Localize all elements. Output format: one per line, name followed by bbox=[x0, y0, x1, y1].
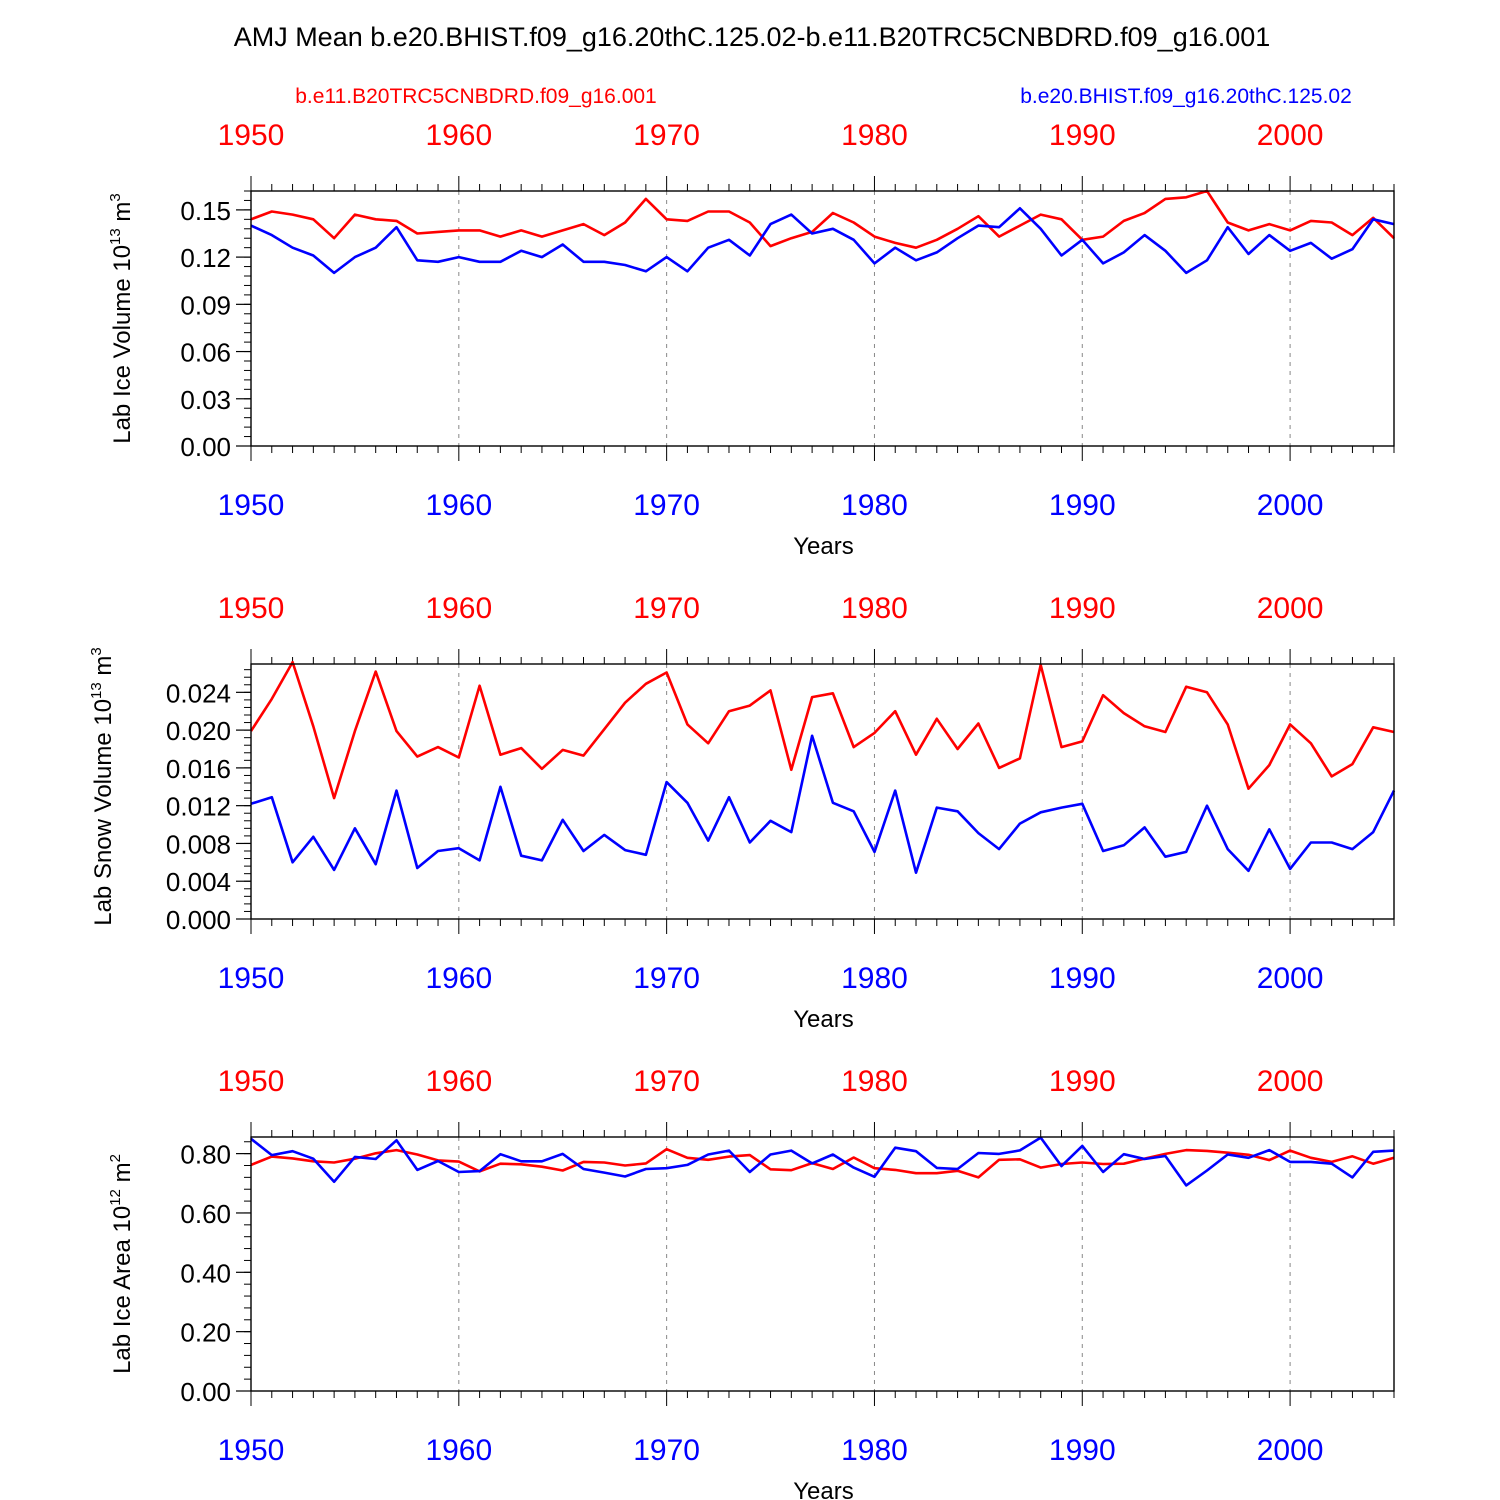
series-line-red bbox=[249, 660, 1395, 800]
x-bottom-tick-label: 1960 bbox=[425, 1434, 492, 1467]
panels: 0.00 0.03 0.06 0.09 0.12 0.15 1950 1950 1960 1960… bbox=[88, 119, 1396, 1500]
x-top-tick-label: 1950 bbox=[218, 1065, 285, 1098]
plot-frame bbox=[250, 1136, 1395, 1392]
y-axis-label: Lab Ice Volume 1013 m3 bbox=[107, 193, 136, 444]
y-axis-label-superscript: 13 bbox=[88, 682, 105, 699]
x-top-tick-label: 1960 bbox=[425, 1065, 492, 1098]
y-tick-label: 0.60 bbox=[180, 1199, 231, 1229]
y-tick-label: 0.15 bbox=[180, 196, 231, 226]
y-axis-label: Lab Ice Area 1012 m2 bbox=[107, 1154, 136, 1374]
y-axis-label-superscript: 12 bbox=[107, 1189, 124, 1206]
x-top-tick-label: 1960 bbox=[425, 592, 492, 625]
y-axis-label: Lab Snow Volume 1013 m3 bbox=[88, 647, 117, 926]
x-top-tick-label: 1950 bbox=[218, 119, 285, 152]
y-tick-label: 0.004 bbox=[166, 867, 231, 897]
x-axis-label: Years bbox=[793, 533, 854, 560]
figure-title: AMJ Mean b.e20.BHIST.f09_g16.20thC.125.0… bbox=[234, 22, 1271, 52]
y-tick-label: 0.12 bbox=[180, 243, 231, 273]
x-bottom-tick-label: 2000 bbox=[1257, 1434, 1324, 1467]
x-top-tick-label: 1950 bbox=[218, 592, 285, 625]
x-top-tick-label: 1970 bbox=[633, 119, 700, 152]
y-axis-label-superscript: 13 bbox=[107, 228, 124, 245]
y-tick-label: 0.020 bbox=[166, 716, 231, 746]
y-axis-label-superscript: 3 bbox=[107, 193, 124, 201]
x-axis-label: Years bbox=[793, 1478, 854, 1500]
series-line-blue bbox=[250, 207, 1395, 275]
x-top-tick-label: 1980 bbox=[841, 592, 908, 625]
series-line-red bbox=[250, 189, 1395, 249]
y-tick-label: 0.024 bbox=[166, 678, 231, 708]
x-bottom-tick-label: 1980 bbox=[841, 489, 908, 522]
x-bottom-tick-label: 1970 bbox=[633, 962, 700, 995]
y-tick-label: 0.06 bbox=[180, 338, 231, 368]
x-bottom-tick-label: 1980 bbox=[841, 1434, 908, 1467]
y-axis-label-superscript: 3 bbox=[88, 647, 105, 655]
x-bottom-tick-label: 1950 bbox=[218, 962, 285, 995]
y-tick-label: 0.09 bbox=[180, 290, 231, 320]
plot-frame bbox=[250, 190, 1395, 447]
y-axis-label-text: Lab Ice Area 10 bbox=[109, 1206, 136, 1374]
x-bottom-tick-label: 1960 bbox=[425, 962, 492, 995]
plot-frame bbox=[250, 663, 1395, 920]
y-tick-label: 0.016 bbox=[166, 754, 231, 784]
x-bottom-tick-label: 2000 bbox=[1257, 962, 1324, 995]
y-axis-label-text: Lab Ice Volume 10 bbox=[109, 245, 136, 444]
x-top-tick-label: 1990 bbox=[1049, 1065, 1116, 1098]
chart-panel-1: 0.00 0.03 0.06 0.09 0.12 0.15 1950 1950 1960 1960… bbox=[107, 119, 1395, 560]
series-line-blue bbox=[250, 1136, 1395, 1187]
series-line-red bbox=[250, 1147, 1395, 1179]
x-top-tick-label: 2000 bbox=[1257, 592, 1324, 625]
x-bottom-tick-label: 1990 bbox=[1049, 489, 1116, 522]
x-top-tick-label: 1960 bbox=[425, 119, 492, 152]
y-tick-label: 0.008 bbox=[166, 829, 231, 859]
x-bottom-tick-label: 1990 bbox=[1049, 1434, 1116, 1467]
y-axis-label-text: m bbox=[90, 656, 117, 683]
chart-panel-2: 0.000 0.004 0.008 0.012 0.016 0.020 0.024 1950 1… bbox=[88, 592, 1396, 1033]
x-top-tick-label: 2000 bbox=[1257, 1065, 1324, 1098]
y-tick-label: 0.20 bbox=[180, 1318, 231, 1348]
x-bottom-tick-label: 1970 bbox=[633, 1434, 700, 1467]
legend-left: b.e11.B20TRC5CNBDRD.f09_g16.001 bbox=[295, 85, 656, 108]
y-tick-label: 0.012 bbox=[166, 792, 231, 822]
x-bottom-tick-label: 1960 bbox=[425, 489, 492, 522]
x-top-tick-label: 1990 bbox=[1049, 592, 1116, 625]
x-top-tick-label: 1980 bbox=[841, 1065, 908, 1098]
chart-panel-3: 0.00 0.20 0.40 0.60 0.80 1950 1950 1960 1960 1970… bbox=[107, 1065, 1395, 1500]
y-axis-label-text: m bbox=[109, 1162, 136, 1189]
y-tick-label: 0.03 bbox=[180, 385, 231, 415]
x-top-tick-label: 1970 bbox=[633, 592, 700, 625]
x-top-tick-label: 1980 bbox=[841, 119, 908, 152]
x-bottom-tick-label: 1990 bbox=[1049, 962, 1116, 995]
x-axis-label: Years bbox=[793, 1006, 854, 1033]
y-axis-label-text: Lab Snow Volume 10 bbox=[90, 699, 117, 926]
x-top-tick-label: 1990 bbox=[1049, 119, 1116, 152]
y-tick-label: 0.00 bbox=[180, 432, 231, 462]
y-tick-label: 0.80 bbox=[180, 1140, 231, 1170]
y-axis-label-text: m bbox=[109, 202, 136, 229]
x-top-tick-label: 2000 bbox=[1257, 119, 1324, 152]
x-bottom-tick-label: 2000 bbox=[1257, 489, 1324, 522]
series-line-blue bbox=[250, 734, 1396, 875]
legend-right: b.e20.BHIST.f09_g16.20thC.125.02 bbox=[1020, 85, 1352, 108]
x-bottom-tick-label: 1950 bbox=[218, 489, 285, 522]
x-bottom-tick-label: 1970 bbox=[633, 489, 700, 522]
x-bottom-tick-label: 1950 bbox=[218, 1434, 285, 1467]
y-axis-label-superscript: 2 bbox=[107, 1154, 124, 1162]
x-bottom-tick-label: 1980 bbox=[841, 962, 908, 995]
y-tick-label: 0.00 bbox=[180, 1377, 231, 1407]
x-top-tick-label: 1970 bbox=[633, 1065, 700, 1098]
y-tick-label: 0.40 bbox=[180, 1258, 231, 1288]
y-tick-label: 0.000 bbox=[166, 905, 231, 935]
